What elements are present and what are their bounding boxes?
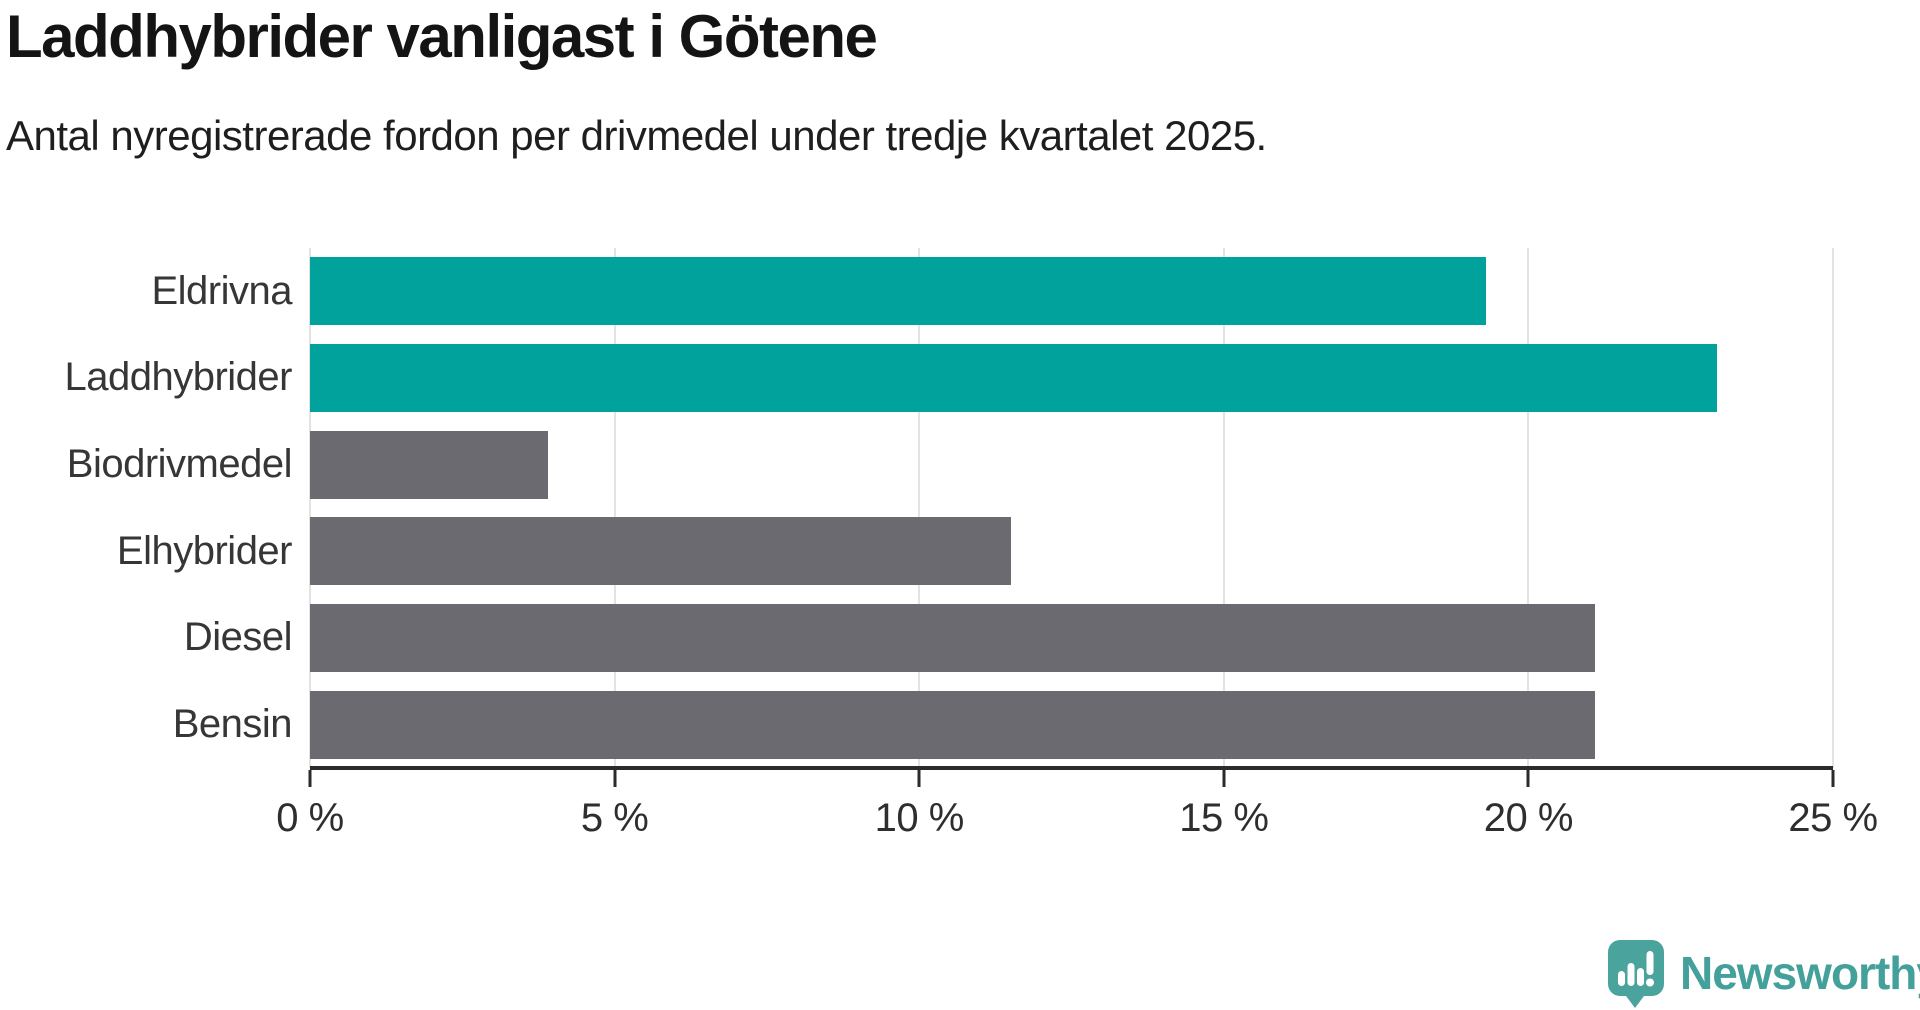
- tick-label-15: 15 %: [1179, 796, 1269, 840]
- ylabel-biodrivmedel: Biodrivmedel: [66, 442, 293, 487]
- bar-eldrivna: [310, 257, 1486, 326]
- newsworthy-logo-icon: [1608, 940, 1664, 1008]
- chart-subtitle: Antal nyregistrerade fordon per drivmede…: [6, 112, 1267, 159]
- axis-tick-5: [613, 770, 617, 787]
- tick-label-0: 0 %: [276, 796, 344, 840]
- axis-tick-20: [1526, 770, 1530, 787]
- chart-title: Laddhybrider vanligast i Götene: [6, 3, 878, 70]
- logo-bar-2: [1627, 963, 1635, 986]
- axis-tick-25: [1831, 770, 1835, 787]
- gridline-25: [1832, 248, 1834, 768]
- ylabel-laddhybrider: Laddhybrider: [64, 355, 293, 400]
- bar-bensin: [310, 690, 1596, 759]
- logo-bar-3: [1637, 968, 1644, 986]
- ylabel-elhybrider: Elhybrider: [116, 528, 293, 573]
- bar-biodrivmedel: [310, 430, 548, 499]
- logo-exclamation-bar: [1646, 951, 1654, 975]
- axis-tick-10: [917, 770, 921, 787]
- axis-tick-15: [1222, 770, 1226, 787]
- x-axis-line: [310, 766, 1833, 770]
- gridline-15: [1222, 248, 1225, 768]
- ylabel-diesel: Diesel: [183, 615, 293, 660]
- logo-exclamation-dot: [1646, 978, 1654, 987]
- tick-label-20: 20 %: [1483, 796, 1574, 840]
- bar-laddhybrider: [310, 344, 1718, 412]
- gridline-20: [1527, 248, 1530, 768]
- tick-label-25: 25 %: [1788, 796, 1878, 840]
- ylabel-bensin: Bensin: [172, 702, 293, 747]
- newsworthy-brand-text: Newsworthy: [1680, 947, 1920, 999]
- plot-area: [309, 248, 1834, 768]
- tick-label-5: 5 %: [580, 796, 649, 840]
- bar-elhybrider: [310, 517, 1011, 586]
- gridline-0: [309, 248, 311, 768]
- bar-diesel: [310, 604, 1596, 672]
- newsworthy-brand: Newsworthy: [1606, 938, 1920, 1008]
- gridline-10: [918, 248, 921, 768]
- ylabel-eldrivna: Eldrivna: [151, 268, 292, 313]
- logo-bar-1: [1618, 971, 1625, 986]
- y-axis-labels: Eldrivna Laddhybrider Biodrivmedel Elhybrid…: [0, 248, 293, 768]
- tick-label-10: 10 %: [874, 796, 965, 840]
- logo-bubble: [1608, 940, 1664, 1008]
- gridline-5: [613, 248, 616, 768]
- axis-tick-0: [308, 770, 312, 787]
